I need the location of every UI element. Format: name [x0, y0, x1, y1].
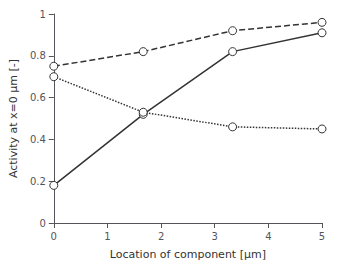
svg-text:4: 4	[265, 231, 271, 242]
svg-text:0.8: 0.8	[30, 50, 46, 61]
svg-text:Location of component [μm]: Location of component [μm]	[110, 248, 266, 261]
svg-text:Activity at x=0 μm [-]: Activity at x=0 μm [-]	[7, 59, 20, 178]
svg-text:0: 0	[39, 218, 45, 229]
svg-text:3: 3	[212, 231, 218, 242]
svg-text:0.2: 0.2	[30, 176, 46, 187]
svg-text:2: 2	[158, 231, 164, 242]
svg-text:1: 1	[39, 9, 45, 20]
svg-text:1: 1	[104, 231, 110, 242]
svg-text:0.4: 0.4	[30, 134, 46, 145]
svg-text:0: 0	[51, 231, 57, 242]
svg-text:5: 5	[319, 231, 325, 242]
svg-text:0.6: 0.6	[30, 92, 46, 103]
